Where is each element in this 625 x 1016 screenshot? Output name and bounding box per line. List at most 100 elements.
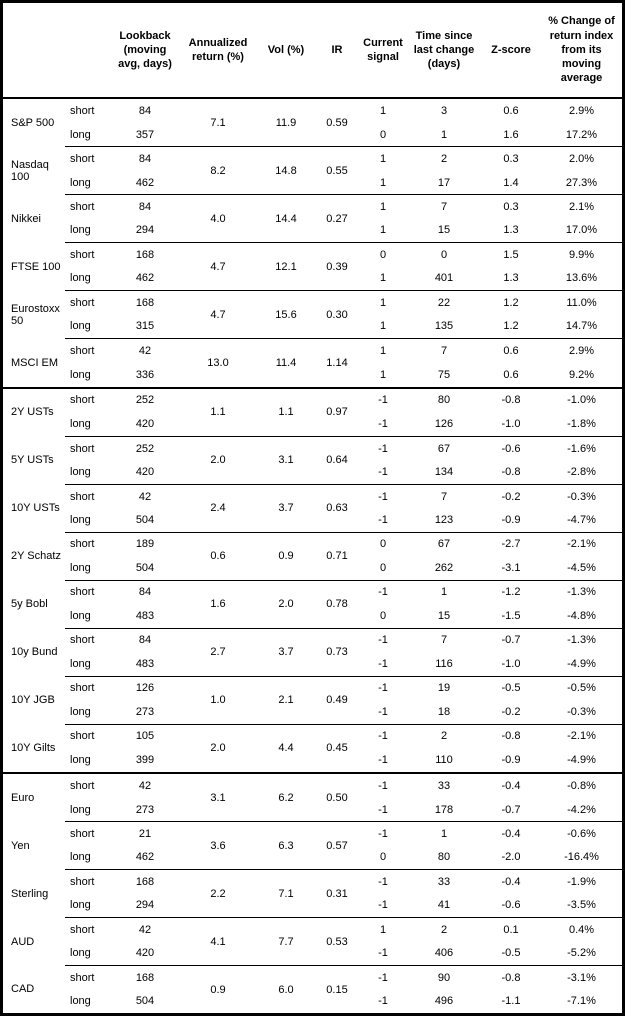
cell-current-signal: 1 xyxy=(379,344,387,357)
cell-ir: 0.64 xyxy=(315,436,359,485)
col-header-pct-change: % Change of return index from its moving… xyxy=(541,3,622,99)
cell-position: long xyxy=(65,652,111,677)
cell-pct-change: -1.0% xyxy=(567,394,596,407)
cell-current-signal: -1 xyxy=(359,748,407,774)
table-row-long: long 315 1 135 1.2 14.7% xyxy=(3,314,622,340)
cell-ir: 0.31 xyxy=(315,869,359,919)
cell-instrument: S&P 500 xyxy=(11,116,55,129)
cell-zscore: -0.7 xyxy=(481,797,541,823)
cell-position: long xyxy=(65,556,111,581)
cell-current-signal: 1 xyxy=(379,296,387,309)
cell-vol: 14.4 xyxy=(257,194,315,244)
cell-lookback: 420 xyxy=(111,412,179,437)
cell-position: short xyxy=(70,442,95,455)
cell-current-signal: 1 xyxy=(379,153,387,166)
cell-instrument: 5Y USTs xyxy=(11,454,54,467)
cell-current-signal: -1 xyxy=(378,490,388,503)
table-row-short: Euro short 42 3.1 6.2 0.50 -1 33 -0.4 -0.8% xyxy=(3,772,622,823)
cell-current-signal: -1 xyxy=(359,797,407,823)
cell-current-signal: -1 xyxy=(378,875,388,888)
cell-position: short xyxy=(70,971,95,984)
cell-lookback: 357 xyxy=(111,122,179,148)
cell-lookback: 315 xyxy=(111,314,179,340)
cell-instrument: 10Y USTs xyxy=(11,502,60,515)
cell-lookback: 168 xyxy=(135,248,155,261)
cell-position: long xyxy=(65,412,111,437)
cell-lookback: 42 xyxy=(138,779,152,792)
cell-instrument: Nasdaq 100 xyxy=(11,158,49,183)
cell-current-signal: -1 xyxy=(378,971,388,984)
cell-time-since: 17 xyxy=(407,170,481,196)
cell-position: long xyxy=(70,995,91,1008)
table-row-short: Nikkei short 84 4.0 14.4 0.27 1 7 0.3 2.1% xyxy=(3,194,622,244)
cell-zscore: -0.4 xyxy=(501,779,521,792)
table-body: S&P 500 short 84 7.1 11.9 0.59 1 3 0.6 2.9% long 35… xyxy=(3,98,622,1013)
cell-pct-change: 27.3% xyxy=(541,170,622,196)
cell-pct-change: -3.5% xyxy=(541,893,622,919)
cell-lookback: 504 xyxy=(111,508,179,533)
cell-vol: 15.6 xyxy=(257,290,315,340)
cell-pct-change: -2.1% xyxy=(567,538,596,551)
cell-instrument: 10Y Gilts xyxy=(3,724,65,774)
cell-zscore: 1.2 xyxy=(481,314,541,340)
cell-current-signal: 1 xyxy=(379,104,387,117)
cell-ir: 0.55 xyxy=(315,146,359,196)
cell-time-since: 80 xyxy=(407,845,481,871)
cell-pct-change: 17.0% xyxy=(541,218,622,244)
cell-ir: 1.14 xyxy=(315,338,359,389)
cell-annualized-return: 2.7 xyxy=(179,628,257,677)
cell-position: short xyxy=(70,875,95,888)
cell-position: long xyxy=(65,170,111,196)
cell-annualized-return: 3.6 xyxy=(179,821,257,871)
cell-time-since: 178 xyxy=(407,797,481,823)
cell-pct-change: -0.3% xyxy=(541,700,622,725)
cell-zscore: -2.7 xyxy=(501,538,521,551)
col-header-current-signal: Current signal xyxy=(359,3,407,99)
table-row-long: long 462 0 80 -2.0 -16.4% xyxy=(3,845,622,871)
table-row-long: long 420 -1 406 -0.5 -5.2% xyxy=(3,941,622,967)
cell-lookback: 462 xyxy=(111,170,179,196)
cell-pct-change: -1.9% xyxy=(567,875,596,888)
cell-zscore: -0.7 xyxy=(501,634,521,647)
cell-lookback: 126 xyxy=(135,682,155,695)
cell-pct-change: -16.4% xyxy=(541,845,622,871)
col-header-time-since-last-change: Time since last change (days) xyxy=(407,3,481,99)
cell-current-signal: 0 xyxy=(379,248,387,261)
cell-position: long xyxy=(65,266,111,292)
cell-pct-change: 2.1% xyxy=(568,201,595,214)
cell-vol: 0.9 xyxy=(257,532,315,581)
cell-time-since: 7 xyxy=(440,201,448,214)
cell-position: long xyxy=(65,797,111,823)
table-row-long: long 462 1 17 1.4 27.3% xyxy=(3,170,622,196)
cell-annualized-return: 4.7 xyxy=(179,290,257,340)
cell-zscore: -1.0 xyxy=(481,412,541,437)
cell-pct-change: -2.1% xyxy=(567,730,596,743)
cell-vol: 3.7 xyxy=(257,484,315,533)
col-header-blank xyxy=(3,3,111,99)
cell-pct-change: -4.5% xyxy=(541,556,622,581)
cell-pct-change: -0.6% xyxy=(567,828,596,841)
cell-position: short xyxy=(70,153,95,166)
cell-time-since: 80 xyxy=(437,394,451,407)
cell-current-signal: -1 xyxy=(359,508,407,533)
cell-lookback: 42 xyxy=(138,923,152,936)
cell-zscore: 1.5 xyxy=(503,248,519,261)
cell-pct-change: 11.0% xyxy=(566,296,597,309)
cell-position: long xyxy=(65,122,111,148)
cell-time-since: 3 xyxy=(440,104,448,117)
cell-ir: 0.15 xyxy=(326,983,348,996)
cell-pct-change: -7.1% xyxy=(567,995,596,1008)
cell-zscore: -1.1 xyxy=(501,995,521,1008)
cell-zscore: 1.4 xyxy=(481,170,541,196)
table-row-short: MSCI EM short 42 13.0 11.4 1.14 1 7 0.6 2.9% xyxy=(3,338,622,389)
cell-time-since: 41 xyxy=(407,893,481,919)
cell-position: short xyxy=(70,201,95,214)
cell-current-signal: -1 xyxy=(378,442,388,455)
cell-lookback: 252 xyxy=(135,442,155,455)
cell-instrument: 2Y USTs xyxy=(11,406,54,419)
cell-position: short xyxy=(70,634,95,647)
cell-annualized-return: 2.0 xyxy=(179,724,257,774)
cell-zscore: -0.5 xyxy=(481,941,541,967)
cell-lookback: 273 xyxy=(111,700,179,725)
cell-current-signal: 0 xyxy=(359,122,407,148)
